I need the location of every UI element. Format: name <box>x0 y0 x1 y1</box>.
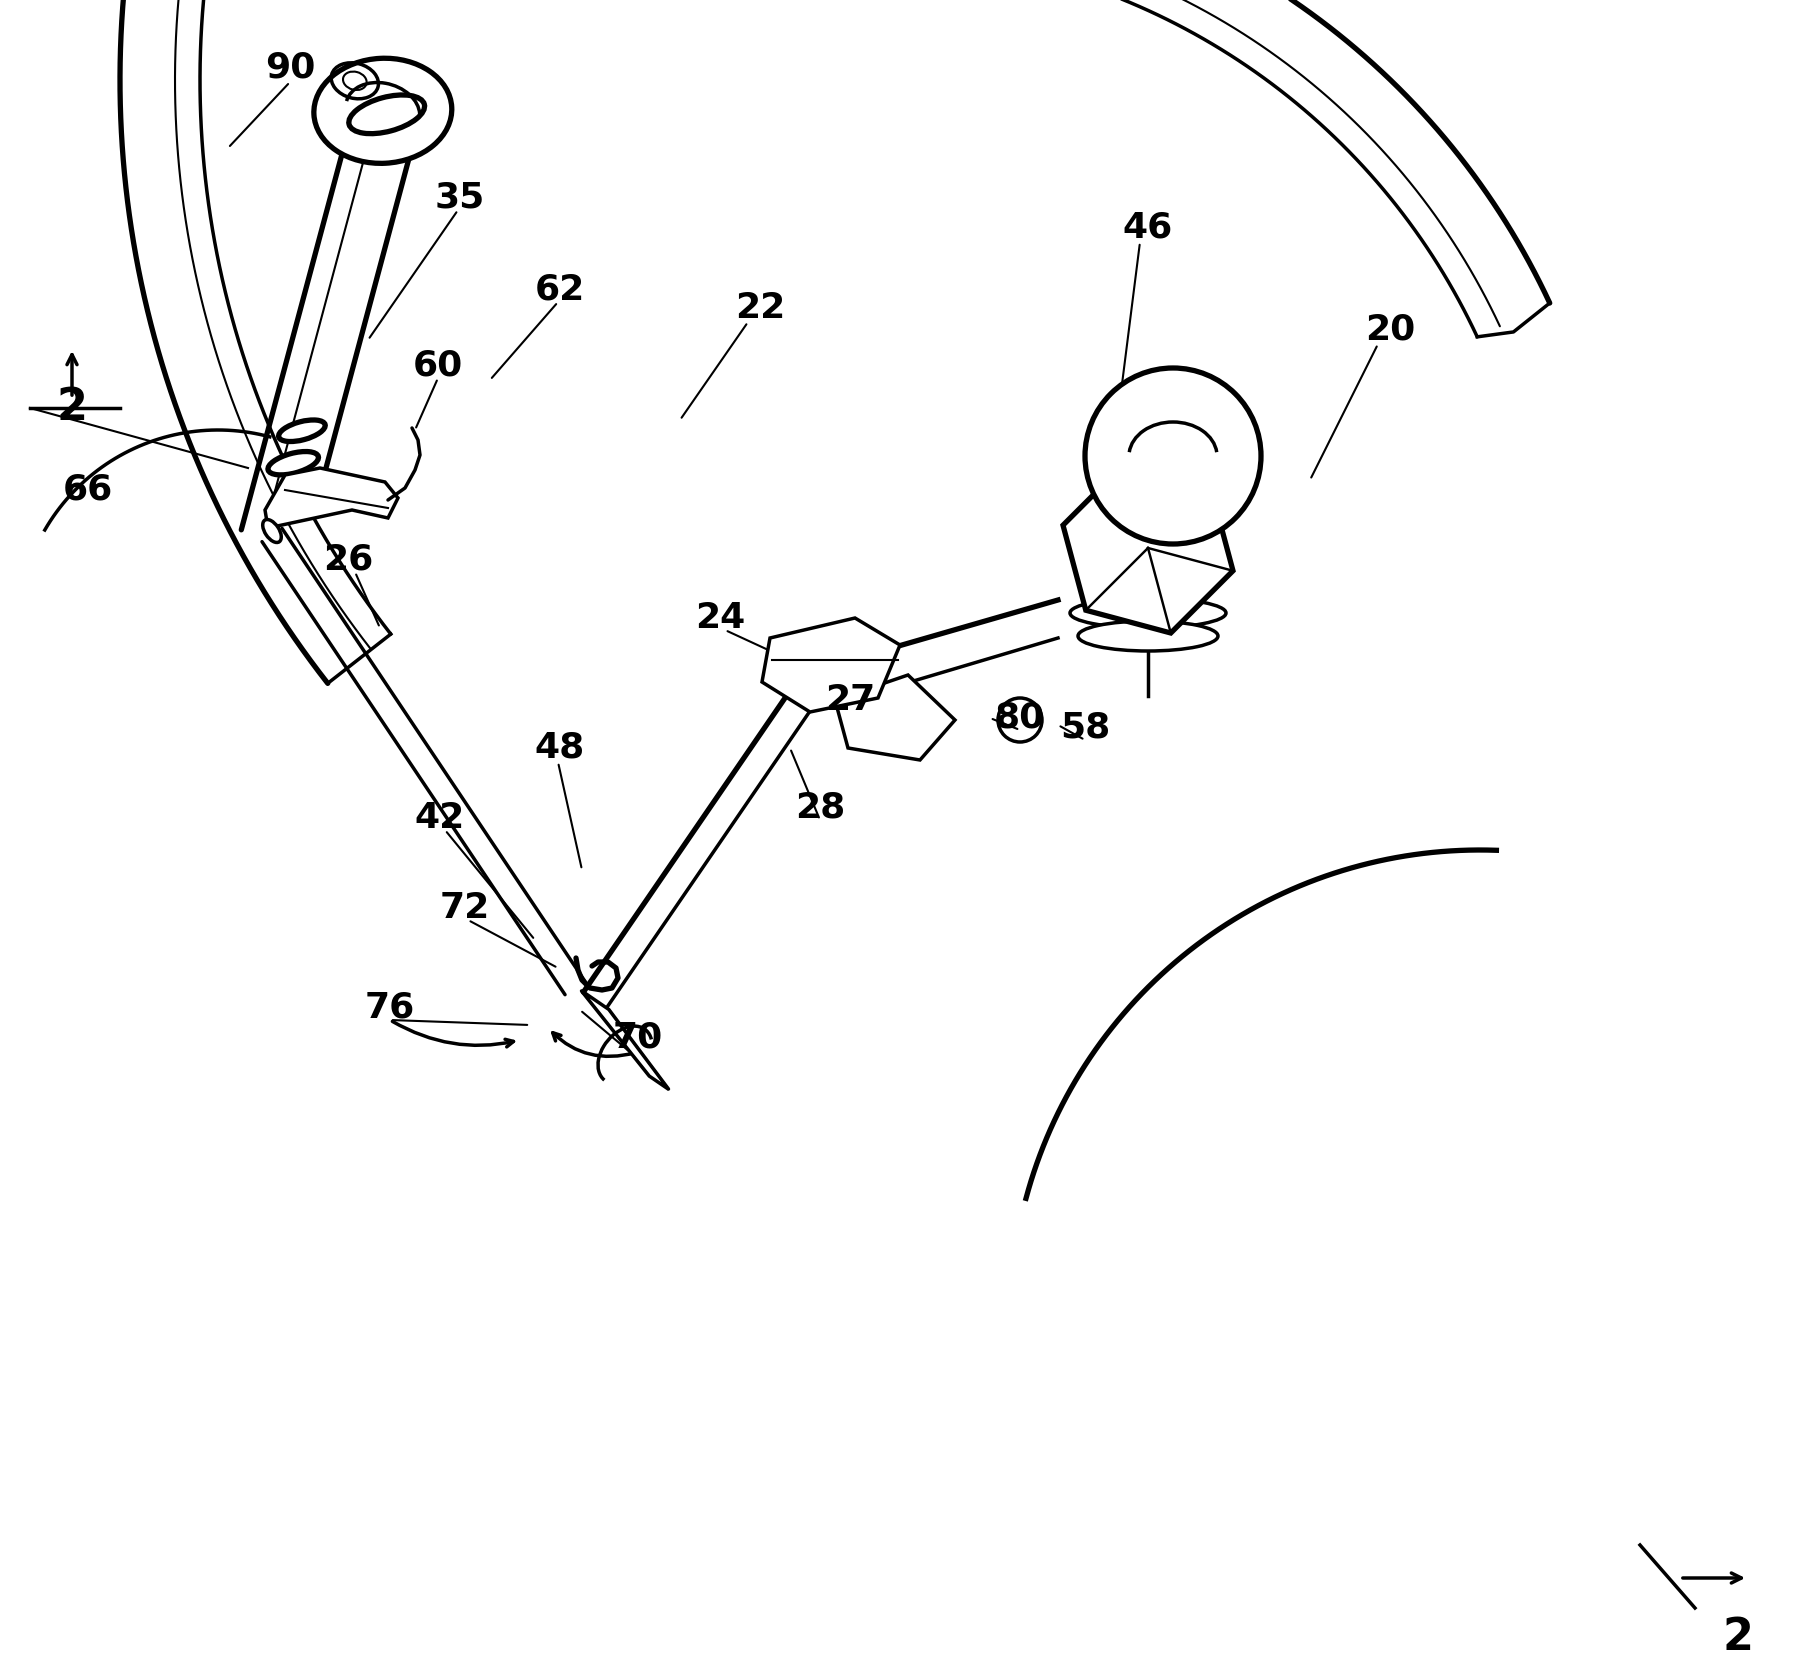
Text: 46: 46 <box>1122 211 1173 245</box>
Polygon shape <box>266 467 399 528</box>
Ellipse shape <box>348 95 424 134</box>
Ellipse shape <box>1070 598 1227 628</box>
Text: 70: 70 <box>612 1022 663 1055</box>
Text: 22: 22 <box>735 291 785 325</box>
Ellipse shape <box>262 519 282 543</box>
Circle shape <box>1085 368 1261 544</box>
Text: 2: 2 <box>1722 1616 1753 1660</box>
Text: 28: 28 <box>796 791 846 826</box>
Text: 90: 90 <box>264 50 314 85</box>
Text: 42: 42 <box>415 801 465 836</box>
Polygon shape <box>762 618 900 712</box>
Polygon shape <box>1063 462 1234 633</box>
Ellipse shape <box>1078 621 1218 652</box>
Text: 27: 27 <box>824 683 875 717</box>
Polygon shape <box>582 990 668 1089</box>
Ellipse shape <box>278 420 325 442</box>
Text: 24: 24 <box>695 601 745 635</box>
Text: 60: 60 <box>413 348 463 382</box>
Text: 26: 26 <box>323 543 374 576</box>
Text: 58: 58 <box>1060 710 1110 745</box>
Text: 35: 35 <box>435 181 485 214</box>
Ellipse shape <box>268 452 318 476</box>
Text: 76: 76 <box>365 992 415 1025</box>
Text: 66: 66 <box>63 472 113 508</box>
Polygon shape <box>835 675 955 760</box>
Text: 20: 20 <box>1365 313 1415 347</box>
Text: 72: 72 <box>440 891 490 925</box>
Ellipse shape <box>314 59 453 164</box>
Text: 2: 2 <box>56 387 88 429</box>
Text: 48: 48 <box>535 730 585 765</box>
Text: 80: 80 <box>995 702 1045 735</box>
Text: 62: 62 <box>535 273 585 307</box>
